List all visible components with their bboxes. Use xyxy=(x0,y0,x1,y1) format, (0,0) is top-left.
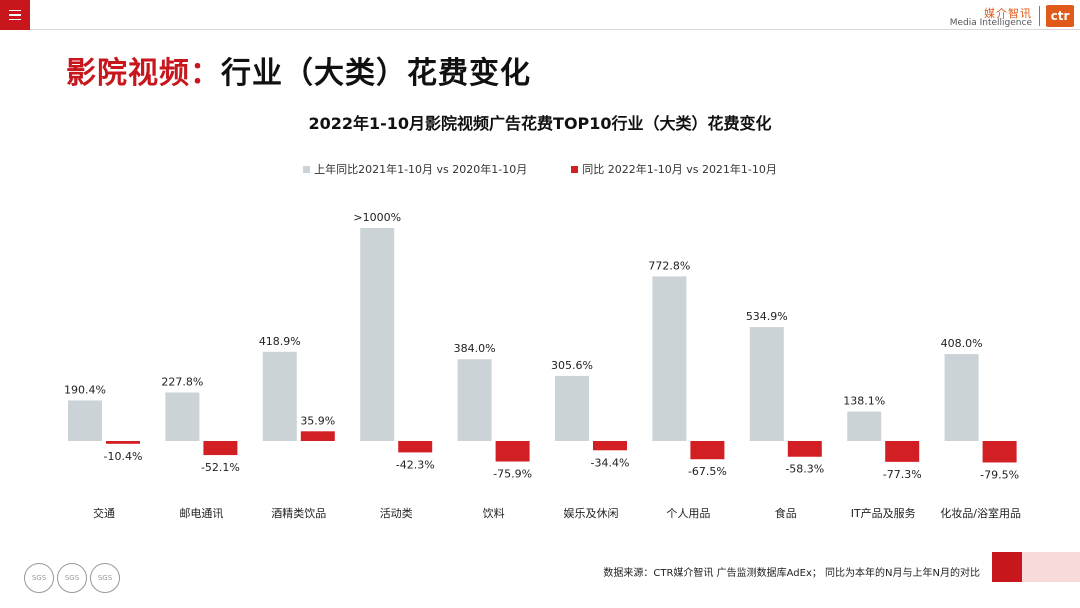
legend-item-red: 同比 2022年1-10月 vs 2021年1-10月 xyxy=(571,161,777,177)
bar-gray xyxy=(847,411,882,441)
ctr-logo: ctr xyxy=(1046,5,1074,27)
bar-gray xyxy=(68,400,102,441)
category-label: 活动类 xyxy=(380,506,413,520)
category-label: 娱乐及休闲 xyxy=(564,506,619,520)
certification-badges: SGS SGS SGS xyxy=(24,563,120,593)
category-label: 交通 xyxy=(93,506,115,520)
bar-red xyxy=(495,441,530,462)
chart-title: 2022年1-10月影院视频广告花费TOP10行业（大类）花费变化 xyxy=(308,114,772,133)
bar-gray xyxy=(457,359,492,441)
legend-label-red: 同比 2022年1-10月 vs 2021年1-10月 xyxy=(582,163,777,176)
data-label-red: -79.5% xyxy=(980,468,1019,481)
menu-icon-line xyxy=(9,18,21,21)
data-label-gray: 408.0% xyxy=(941,337,983,350)
logo-en-text: Media Intelligence xyxy=(949,18,1032,28)
logo-divider xyxy=(1039,6,1040,26)
legend-item-gray: 上年同比2021年1-10月 vs 2020年1-10月 xyxy=(303,161,527,177)
menu-icon-line xyxy=(9,9,21,12)
data-label-gray: 384.0% xyxy=(454,342,496,355)
data-label-gray: 227.8% xyxy=(161,375,203,388)
bar-gray xyxy=(555,375,589,441)
category-label: 化妆品/浴室用品 xyxy=(940,506,1021,520)
category-label: 个人用品 xyxy=(666,507,710,520)
page-title-prefix: 影院视频： xyxy=(66,56,221,91)
footer-red-block xyxy=(992,552,1022,582)
category-label: IT产品及服务 xyxy=(851,506,916,520)
bar-red xyxy=(398,441,433,453)
bar-gray xyxy=(944,354,979,441)
data-label-red: -77.3% xyxy=(883,468,922,481)
logo-cn-text: 媒介智讯 xyxy=(984,7,1032,20)
data-label-gray: 190.4% xyxy=(64,383,106,396)
data-label-gray: 138.1% xyxy=(843,395,885,408)
footer-pink-band xyxy=(1022,552,1080,582)
bar-red xyxy=(300,431,335,441)
data-label-red: -75.9% xyxy=(493,467,532,480)
data-label-gray: >1000% xyxy=(353,211,401,224)
header-divider xyxy=(30,29,1080,30)
bar-red xyxy=(787,441,822,457)
data-label-red: -67.5% xyxy=(688,465,727,478)
data-label-gray: 772.8% xyxy=(648,259,690,272)
data-label-red: -10.4% xyxy=(104,450,143,463)
chart-legend: 上年同比2021年1-10月 vs 2020年1-10月 同比 2022年1-1… xyxy=(0,161,1080,177)
data-label-red: -52.1% xyxy=(201,461,240,474)
data-source-note: 数据来源：CTR媒介智讯 广告监测数据库AdEx； 同比为本年的N月与上年N月的… xyxy=(603,568,980,579)
bar-red xyxy=(106,441,140,444)
legend-swatch-red xyxy=(571,165,579,173)
bar-gray xyxy=(262,351,297,441)
data-label-red: -42.3% xyxy=(396,458,435,471)
sgs-badge-icon: SGS xyxy=(24,563,54,593)
menu-icon-line xyxy=(9,14,21,16)
bar-gray xyxy=(360,228,395,441)
menu-button[interactable] xyxy=(0,0,30,30)
category-label: 邮电通讯 xyxy=(179,507,223,520)
bar-red xyxy=(690,441,725,460)
data-label-gray: 305.6% xyxy=(551,359,593,372)
data-label-red: -58.3% xyxy=(785,463,824,476)
legend-swatch-gray xyxy=(303,165,311,173)
data-label-red: 35.9% xyxy=(300,414,335,427)
bar-gray xyxy=(165,392,200,441)
data-label-gray: 418.9% xyxy=(259,335,301,348)
category-label: 饮料 xyxy=(483,506,505,520)
category-label: 食品 xyxy=(775,506,797,520)
legend-label-gray: 上年同比2021年1-10月 vs 2020年1-10月 xyxy=(314,163,528,176)
bar-red xyxy=(982,441,1017,463)
page-title-main: 行业（大类）花费变化 xyxy=(221,56,531,91)
data-label-gray: 534.9% xyxy=(746,310,788,323)
category-label: 酒精类饮品 xyxy=(271,506,326,520)
bar-red xyxy=(885,441,920,462)
data-label-red: -34.4% xyxy=(591,456,630,469)
bar-gray xyxy=(749,327,784,441)
bar-gray xyxy=(652,276,687,441)
bar-red xyxy=(203,441,238,456)
sgs-badge-icon: SGS xyxy=(90,563,120,593)
page-title: 影院视频：行业（大类）花费变化 xyxy=(66,48,531,92)
bar-red xyxy=(593,441,627,451)
sgs-badge-icon: SGS xyxy=(57,563,87,593)
